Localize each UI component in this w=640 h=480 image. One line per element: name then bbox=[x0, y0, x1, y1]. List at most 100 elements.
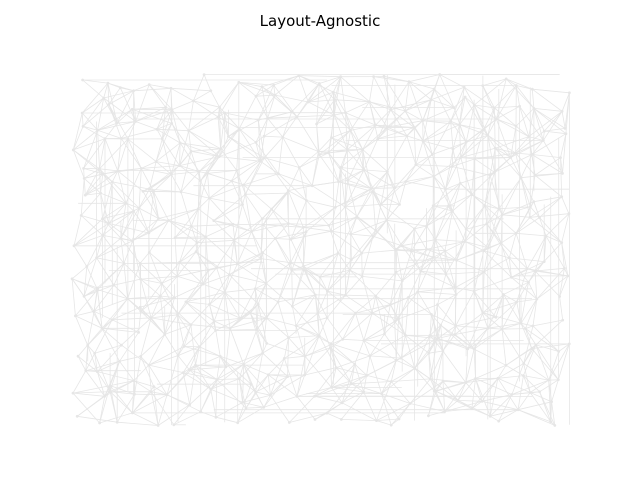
graph-edge bbox=[311, 185, 346, 208]
graph-node bbox=[119, 236, 123, 240]
graph-edge bbox=[422, 107, 455, 122]
graph-node bbox=[559, 156, 562, 160]
graph-node bbox=[447, 204, 450, 208]
graph-edge bbox=[295, 325, 332, 345]
graph-edge bbox=[155, 161, 172, 175]
graph-edge bbox=[93, 284, 115, 312]
graph-node bbox=[374, 294, 378, 298]
graph-edge bbox=[511, 363, 525, 395]
graph-node bbox=[272, 83, 276, 87]
graph-edge bbox=[318, 317, 328, 336]
graph-edge bbox=[433, 157, 461, 177]
graph-edge bbox=[380, 181, 407, 205]
graph-node bbox=[295, 115, 299, 119]
graph-edge bbox=[233, 231, 252, 241]
graph-edge bbox=[429, 350, 444, 380]
graph-node bbox=[425, 224, 428, 228]
graph-edge bbox=[77, 328, 103, 357]
graph-edge bbox=[451, 142, 467, 167]
graph-edge bbox=[528, 108, 535, 137]
graph-edge bbox=[442, 350, 467, 383]
graph-edge bbox=[420, 250, 446, 272]
graph-node bbox=[472, 347, 476, 351]
graph-edge bbox=[171, 109, 190, 131]
graph-edge bbox=[474, 78, 507, 106]
graph-edge bbox=[290, 200, 307, 240]
graph-edge bbox=[133, 84, 150, 92]
graph-edge bbox=[445, 273, 456, 288]
graph-node bbox=[454, 324, 458, 328]
graph-node bbox=[439, 323, 443, 327]
graph-edge bbox=[328, 137, 332, 153]
graph-edge bbox=[188, 130, 220, 157]
graph-edge bbox=[193, 100, 219, 118]
graph-node bbox=[92, 309, 96, 313]
graph-edge bbox=[400, 338, 438, 359]
graph-edge bbox=[267, 116, 298, 119]
graph-edge bbox=[426, 248, 445, 252]
graph-edge bbox=[132, 208, 140, 241]
graph-edge bbox=[426, 205, 434, 227]
graph-node bbox=[120, 343, 123, 347]
graph-edge bbox=[97, 108, 133, 131]
graph-edge bbox=[326, 383, 352, 414]
graph-node bbox=[550, 400, 553, 404]
graph-node bbox=[237, 377, 241, 381]
graph-node bbox=[532, 200, 536, 204]
graph-node bbox=[98, 421, 101, 425]
graph-edge bbox=[317, 312, 320, 336]
graph-edge bbox=[511, 379, 549, 395]
graph-node bbox=[154, 160, 158, 164]
graph-edge bbox=[232, 223, 252, 232]
graph-edge bbox=[140, 356, 155, 387]
graph-node bbox=[126, 297, 129, 301]
graph-edge bbox=[448, 183, 461, 207]
graph-node bbox=[500, 213, 504, 217]
graph-edge bbox=[515, 140, 544, 154]
graph-node bbox=[488, 414, 492, 418]
graph-edge bbox=[497, 378, 519, 410]
graph-edge bbox=[349, 252, 363, 271]
graph-edge bbox=[86, 257, 97, 267]
graph-edge bbox=[256, 317, 267, 330]
graph-edge bbox=[471, 400, 483, 409]
graph-edge bbox=[515, 85, 535, 109]
graph-node bbox=[264, 281, 268, 285]
graph-edge bbox=[410, 403, 445, 412]
graph-edge bbox=[237, 252, 263, 265]
graph-node bbox=[297, 166, 301, 169]
graph-edge bbox=[487, 322, 522, 329]
graph-edge bbox=[296, 116, 319, 152]
graph-edge bbox=[117, 421, 159, 426]
graph-edge bbox=[161, 138, 180, 166]
graph-edge bbox=[405, 181, 446, 190]
graph-edge bbox=[86, 266, 98, 290]
graph-edge bbox=[71, 278, 95, 312]
graph-edge bbox=[125, 203, 134, 212]
graph-node bbox=[425, 247, 428, 251]
graph-edge bbox=[75, 289, 98, 317]
graph-edge bbox=[85, 353, 96, 371]
graph-edge bbox=[214, 317, 241, 322]
graph-edge bbox=[496, 118, 517, 127]
graph-edge bbox=[456, 241, 466, 261]
graph-edge bbox=[376, 418, 400, 421]
graph-edge bbox=[363, 333, 385, 341]
graph-edge bbox=[482, 400, 519, 411]
graph-node bbox=[560, 195, 564, 199]
graph-edge bbox=[380, 187, 396, 205]
graph-edge bbox=[430, 74, 441, 100]
graph-node bbox=[365, 374, 369, 377]
graph-node bbox=[482, 249, 486, 253]
graph-edge bbox=[96, 240, 133, 259]
graph-edge bbox=[363, 169, 388, 172]
graph-edge bbox=[121, 317, 152, 346]
graph-node bbox=[558, 295, 561, 298]
graph-edge bbox=[565, 92, 570, 134]
graph-node bbox=[514, 84, 518, 87]
graph-edge bbox=[113, 263, 125, 286]
graph-edge bbox=[288, 190, 307, 201]
graph-node bbox=[330, 136, 333, 140]
graph-edge bbox=[117, 170, 127, 204]
graph-node bbox=[453, 333, 457, 336]
